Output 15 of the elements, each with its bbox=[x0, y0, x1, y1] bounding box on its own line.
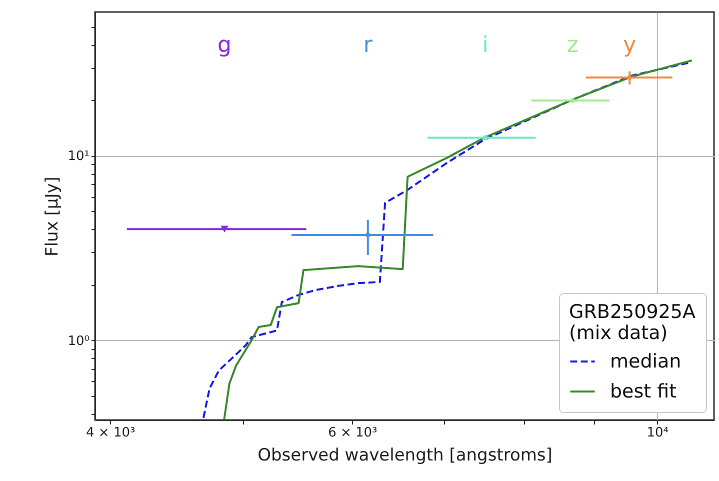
legend-label: median bbox=[610, 350, 682, 372]
series-label: y bbox=[623, 33, 636, 58]
x-axis-title: Observed wavelength [angstroms] bbox=[258, 446, 552, 466]
x-tick-label: 10⁴ bbox=[646, 426, 668, 440]
text: g bbox=[218, 33, 232, 58]
x-tick-label: 6 × 10³ bbox=[328, 426, 378, 440]
text: i bbox=[482, 33, 488, 58]
y-axis-title: Flux [μJy] bbox=[42, 176, 63, 256]
y-tick-label: 10⁰ bbox=[68, 334, 90, 349]
text: r bbox=[363, 33, 374, 58]
legend-label: best fit bbox=[610, 380, 677, 402]
series-label: z bbox=[566, 33, 578, 58]
y-tick-label: 10¹ bbox=[68, 149, 90, 164]
legend-title: GRB250925A (mix data) bbox=[569, 301, 696, 344]
x-tick-label: 4 × 10³ bbox=[86, 426, 136, 440]
